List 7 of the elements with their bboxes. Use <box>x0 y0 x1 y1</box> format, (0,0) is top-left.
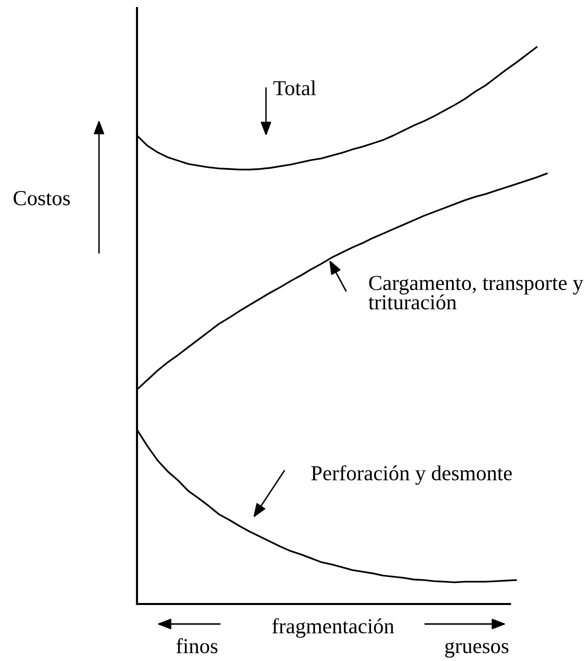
text: gruesos <box>445 642 508 658</box>
annotation: Cargamento, transporte y trituración <box>368 276 584 310</box>
annotation: Perforación y desmonte <box>311 465 512 485</box>
x-axis-title: fragmentación <box>272 618 394 638</box>
annotation: Total <box>273 80 316 96</box>
text: finos <box>176 638 218 654</box>
y-axis-title: Costos <box>14 191 70 206</box>
